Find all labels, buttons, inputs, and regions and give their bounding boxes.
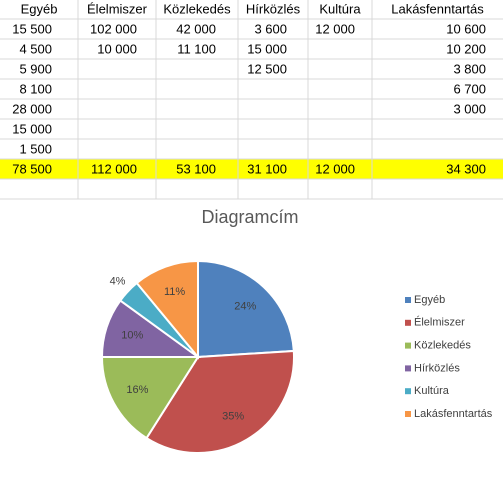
cell: 10 200 [446,41,486,56]
cell: 6 700 [453,81,486,96]
header-cell: Lakásfenntartás [391,1,484,16]
pie-slice [100,356,200,440]
data-label: 16% [126,384,148,396]
cell: 4 500 [19,41,52,56]
header-cell: Közlekedés [163,1,231,16]
legend-swatch [405,411,411,417]
cell: 15 500 [12,21,52,36]
cell: 3 000 [453,101,486,116]
cell: 102 000 [90,21,137,36]
cell: 12 500 [247,61,287,76]
cell: 10 600 [446,21,486,36]
pie-slice [145,349,295,454]
cell: 3 600 [254,21,287,36]
legend-label: Élelmiszer [414,316,465,329]
pie-slice [135,259,199,360]
total-cell: 78 500 [12,161,52,176]
legend-label: Hírközlés [414,362,460,374]
cell: 8 100 [19,81,52,96]
legend-swatch [405,365,411,372]
header-cell: Élelmiszer [87,1,148,16]
legend-swatch [405,388,411,395]
legend-label: Lakásfenntartás [414,408,493,420]
legend-label: Kultúra [414,385,450,397]
total-cell: 12 000 [315,161,355,176]
cell: 1 500 [19,141,52,156]
header-cell: Kultúra [319,1,361,16]
header-cell: Hírközlés [246,1,301,16]
total-cell: 53 100 [176,161,216,176]
legend-swatch [405,342,411,349]
total-row-highlight [0,159,503,179]
data-label: 24% [234,301,256,313]
data-label: 4% [110,275,126,287]
cell: 12 000 [315,21,355,36]
total-cell: 34 300 [446,161,486,176]
cell: 3 800 [453,61,486,76]
total-cell: 112 000 [91,161,137,176]
legend-label: Egyéb [414,294,445,306]
cell: 5 900 [19,61,52,76]
pie-slice [197,259,295,359]
cell: 11 100 [177,41,216,56]
legend-label: Közlekedés [414,340,471,352]
data-label: 10% [121,330,143,342]
cell: 42 000 [176,21,216,36]
total-cell: 31 100 [247,161,287,176]
cell: 15 000 [247,41,287,56]
header-cell: Egyéb [21,1,58,16]
data-label: 11% [164,286,185,298]
data-label: 35% [222,410,244,422]
cell: 28 000 [12,101,52,116]
legend-swatch [405,319,411,326]
chart-title: Diagramcím [201,207,298,227]
cell: 10 000 [97,41,137,56]
cell: 15 000 [12,121,52,136]
legend-swatch [405,297,411,303]
